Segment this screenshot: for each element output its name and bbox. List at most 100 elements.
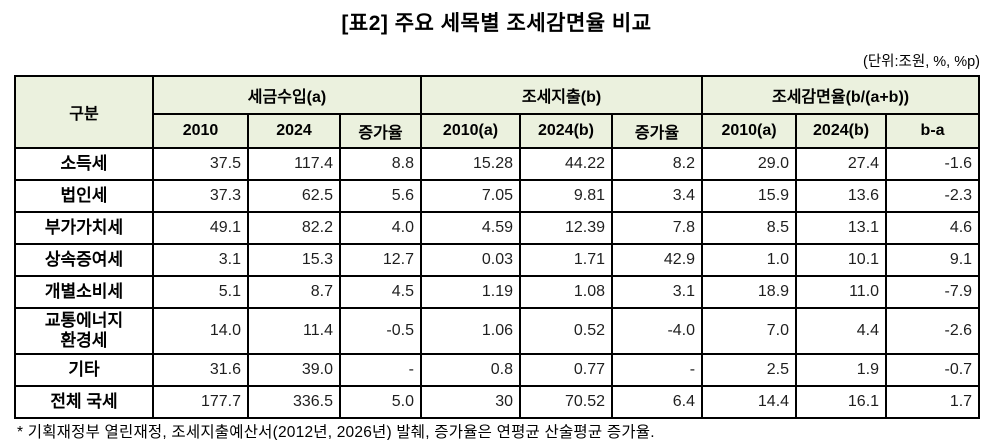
cell: 42.9 — [611, 243, 704, 277]
cell: 14.0 — [152, 307, 249, 355]
cell: 177.7 — [152, 385, 249, 419]
sub-header: 2010(a) — [420, 113, 521, 149]
cell: 44.22 — [519, 147, 613, 181]
cell: 1.08 — [519, 275, 613, 309]
cell: 27.4 — [795, 147, 888, 181]
sub-header: 2024(b) — [795, 113, 888, 149]
row-label: 법인세 — [14, 179, 154, 213]
cell: 0.77 — [519, 353, 613, 387]
sub-header: 2010(a) — [701, 113, 798, 149]
cell: 37.3 — [152, 179, 249, 213]
cell: 8.8 — [339, 147, 422, 181]
unit-note: (단위:조원, %, %p) — [862, 54, 980, 70]
table-row-transport-energy-env-tax: 교통에너지 환경세 14.0 11.4 -0.5 1.06 0.52 -4.0 … — [14, 307, 981, 355]
cell: 13.6 — [795, 179, 888, 213]
page: [표2] 주요 세목별 조세감면율 비교 (단위:조원, %, %p) 구분 세… — [0, 7, 993, 440]
cell: 4.4 — [795, 307, 888, 355]
header-row-groups: 구분 세금수입(a) 조세지출(b) 조세감면율(b/(a+b)) — [14, 75, 981, 149]
cell: 336.5 — [247, 385, 341, 419]
cell: 4.0 — [339, 211, 422, 245]
page-title: [표2] 주요 세목별 조세감면율 비교 — [341, 12, 652, 35]
group-header-tax-revenue: 세금수입(a) — [152, 75, 422, 115]
cell: 0.03 — [420, 243, 521, 277]
cell: 4.5 — [339, 275, 422, 309]
cell: 15.28 — [420, 147, 521, 181]
cell: 16.1 — [795, 385, 888, 419]
cell: 11.0 — [795, 275, 888, 309]
cell: 5.6 — [339, 179, 422, 213]
cell: 3.1 — [152, 243, 249, 277]
table-row-vat: 부가가치세 49.1 82.2 4.0 4.59 12.39 7.8 8.5 1… — [14, 211, 981, 245]
cell: -7.9 — [885, 275, 981, 309]
cell: 4.59 — [420, 211, 521, 245]
cell: 10.1 — [795, 243, 888, 277]
cell: -4.0 — [611, 307, 704, 355]
cell: 1.0 — [701, 243, 798, 277]
cell: 117.4 — [247, 147, 341, 181]
cell: 7.05 — [420, 179, 521, 213]
cell: 2.5 — [701, 353, 798, 387]
cell: 6.4 — [611, 385, 704, 419]
cell: -2.6 — [885, 307, 981, 355]
cell: 1.9 — [795, 353, 888, 387]
row-label: 부가가치세 — [14, 211, 154, 245]
cell: 3.1 — [611, 275, 704, 309]
cell: 70.52 — [519, 385, 613, 419]
cell: 39.0 — [247, 353, 341, 387]
cell: 30 — [420, 385, 521, 419]
group-header-reduction-rate: 조세감면율(b/(a+b)) — [701, 75, 981, 115]
cell: 4.6 — [885, 211, 981, 245]
corner-header: 구분 — [14, 75, 154, 149]
sub-header: 증가율 — [611, 113, 704, 149]
cell: 15.3 — [247, 243, 341, 277]
row-label: 교통에너지 환경세 — [14, 307, 154, 355]
cell: 13.1 — [795, 211, 888, 245]
group-header-tax-expenditure: 조세지출(b) — [419, 75, 704, 115]
cell: 82.2 — [247, 211, 341, 245]
cell: 29.0 — [701, 147, 798, 181]
cell: - — [339, 353, 422, 387]
table-row-others: 기타 31.6 39.0 - 0.8 0.77 - 2.5 1.9 -0.7 — [14, 353, 981, 387]
table-row-individual-consumption-tax: 개별소비세 5.1 8.7 4.5 1.19 1.08 3.1 18.9 11.… — [14, 275, 981, 309]
cell: 7.8 — [611, 211, 704, 245]
cell: 3.4 — [611, 179, 704, 213]
cell: 8.7 — [247, 275, 341, 309]
sub-header: 2024(b) — [519, 113, 613, 149]
cell: 62.5 — [247, 179, 341, 213]
cell: 7.0 — [701, 307, 798, 355]
sub-header: 2010 — [152, 113, 249, 149]
cell: 37.5 — [152, 147, 249, 181]
cell: -1.6 — [885, 147, 981, 181]
cell: 0.52 — [519, 307, 613, 355]
table-row-inheritance-gift-tax: 상속증여세 3.1 15.3 12.7 0.03 1.71 42.9 1.0 1… — [14, 243, 981, 277]
cell: 1.7 — [885, 385, 981, 419]
cell: 12.39 — [519, 211, 613, 245]
row-label: 상속증여세 — [14, 243, 154, 277]
sub-header: b-a — [885, 113, 981, 149]
tax-comparison-table: 구분 세금수입(a) 조세지출(b) 조세감면율(b/(a+b)) 2010 2… — [14, 75, 981, 419]
table-row-total-national-tax: 전체 국세 177.7 336.5 5.0 30 70.52 6.4 14.4 … — [14, 385, 981, 419]
cell: 1.19 — [420, 275, 521, 309]
cell: 9.81 — [519, 179, 613, 213]
sub-header: 증가율 — [339, 113, 422, 149]
cell: -0.5 — [339, 307, 422, 355]
row-label: 개별소비세 — [14, 275, 154, 309]
row-label: 기타 — [14, 353, 154, 387]
cell: -2.3 — [885, 179, 981, 213]
cell: 9.1 — [885, 243, 981, 277]
cell: 1.71 — [519, 243, 613, 277]
footnote: * 기획재정부 열린재정, 조세지출예산서(2012년, 2026년) 발췌, … — [17, 424, 655, 440]
cell: 5.0 — [339, 385, 422, 419]
cell: 8.2 — [611, 147, 704, 181]
cell: 5.1 — [152, 275, 249, 309]
cell: 8.5 — [701, 211, 798, 245]
cell: 49.1 — [152, 211, 249, 245]
row-label: 전체 국세 — [14, 385, 154, 419]
cell: 15.9 — [701, 179, 798, 213]
sub-header: 2024 — [247, 113, 341, 149]
header-row-sub: 2010 2024 증가율 2010(a) 2024(b) 증가율 2010(a… — [15, 113, 981, 149]
cell: 31.6 — [152, 353, 249, 387]
cell: 12.7 — [339, 243, 422, 277]
cell: 1.06 — [420, 307, 521, 355]
cell: 14.4 — [701, 385, 798, 419]
